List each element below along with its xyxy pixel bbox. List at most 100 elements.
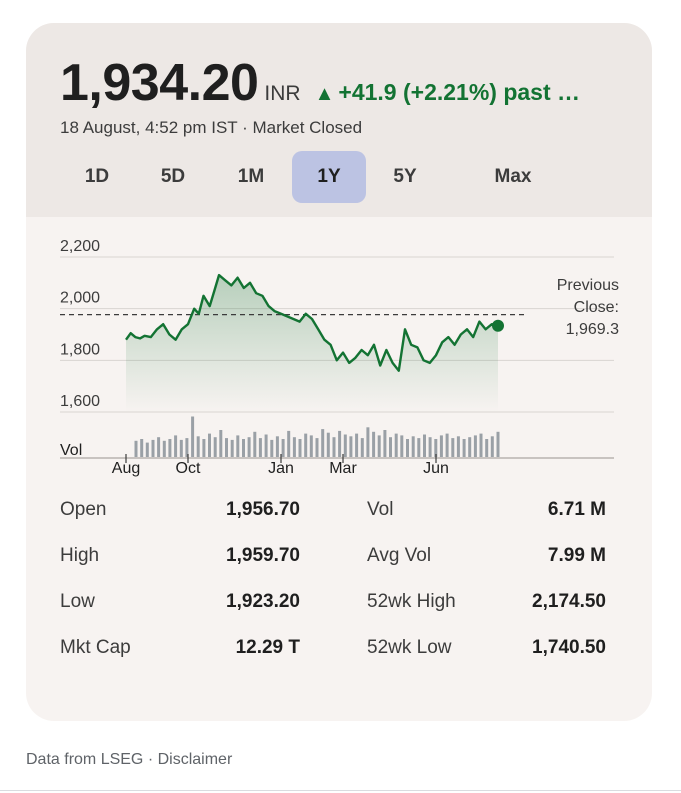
price-chart[interactable]: 2,200 2,000 1,800 1,600 Previous Close: 1,969…	[26, 217, 652, 479]
volume-bar	[349, 436, 353, 457]
volume-bar	[208, 433, 211, 457]
tab-5d[interactable]: 5D	[160, 166, 186, 187]
volume-bar	[355, 433, 359, 457]
volume-bar	[400, 435, 404, 457]
volume-bar	[462, 439, 466, 457]
price-change-text: +41.9 (+2.21%) past …	[338, 79, 581, 105]
x-tick-label: Mar	[329, 460, 357, 477]
x-tick-label: Jun	[423, 460, 449, 477]
volume-bar	[332, 437, 336, 457]
volume-bar	[417, 438, 421, 457]
stat-row: Open 1,956.70 Vol 6.71 M	[60, 499, 620, 545]
volume-bar	[479, 433, 483, 457]
y-tick-label: 2,000	[60, 290, 100, 307]
volume-bar	[309, 435, 313, 457]
up-arrow-icon: ▲	[314, 83, 335, 105]
last-price-dot	[492, 319, 504, 332]
volume-bar	[213, 437, 217, 457]
volume-bar	[157, 437, 161, 457]
volume-bar	[372, 431, 376, 457]
stat-value-avg-vol: 7.99 M	[547, 545, 606, 566]
price-area	[126, 275, 498, 412]
volume-bar	[423, 434, 426, 457]
volume-bar	[270, 439, 274, 457]
volume-bar	[174, 435, 178, 457]
stats-table: Open 1,956.70 Vol 6.71 M High 1,959.70 A…	[60, 499, 620, 683]
stat-label-high: High	[60, 545, 100, 566]
stat-row: High 1,959.70 Avg Vol 7.99 M	[60, 545, 620, 591]
volume-bar	[162, 440, 166, 457]
volume-bar	[383, 430, 387, 457]
volume-bar	[377, 435, 381, 457]
volume-bar	[406, 439, 409, 457]
volume-bar	[389, 437, 392, 457]
x-tick-label: Oct	[176, 460, 201, 477]
volume-bar	[434, 439, 438, 457]
data-source-footer[interactable]: Data from LSEG · Disclaimer	[26, 751, 233, 768]
tab-1y[interactable]: 1Y	[292, 151, 366, 203]
volume-bar	[134, 440, 138, 457]
volume-bar	[242, 439, 245, 457]
volume-bar	[281, 439, 285, 457]
currency-label: INR	[264, 82, 301, 105]
volume-bar	[473, 435, 477, 457]
volume-bar	[185, 438, 189, 457]
stat-label-mkt-cap: Mkt Cap	[60, 637, 131, 658]
price-row: 1,934.20 INR ▲ +41.9 (+2.21%) past …	[60, 53, 580, 113]
volume-bar	[275, 436, 279, 457]
y-tick-label: 1,600	[60, 393, 100, 410]
stat-row: Mkt Cap 12.29 T 52wk Low 1,740.50	[60, 637, 620, 683]
x-tick-label: Jan	[268, 460, 294, 477]
tab-1m[interactable]: 1M	[237, 166, 265, 187]
stat-value-vol: 6.71 M	[547, 499, 606, 520]
volume-bar	[225, 438, 228, 457]
volume-bar	[298, 439, 302, 457]
volume-bar	[343, 434, 347, 457]
stat-label-52wk-high: 52wk High	[367, 591, 456, 612]
volume-bar	[445, 433, 449, 457]
volume-bar	[151, 439, 155, 457]
previous-close-label: Previous Close: 1,969.3	[557, 277, 619, 338]
stat-value-low: 1,923.20	[226, 591, 300, 612]
volume-bar	[456, 436, 460, 457]
stat-label-vol: Vol	[367, 499, 394, 520]
tab-5y[interactable]: 5Y	[393, 166, 417, 187]
y-tick-label: 1,800	[60, 341, 100, 358]
volume-bar	[247, 437, 251, 457]
tab-max[interactable]: Max	[494, 166, 532, 187]
stat-label-52wk-low: 52wk Low	[367, 637, 452, 658]
stat-value-mkt-cap: 12.29 T	[235, 637, 300, 658]
stock-card: 1,934.20 INR ▲ +41.9 (+2.21%) past … 18 Aug…	[26, 23, 652, 721]
footer-divider	[0, 790, 681, 791]
volume-bar	[338, 430, 342, 457]
volume-bar	[236, 435, 240, 457]
volume-label: Vol	[60, 442, 82, 459]
volume-bar	[292, 437, 296, 457]
stat-label-low: Low	[60, 591, 95, 612]
stat-value-open: 1,956.70	[226, 499, 300, 520]
volume-bar	[191, 416, 195, 457]
volume-bar	[490, 436, 494, 457]
volume-bar	[145, 442, 149, 457]
volume-bar	[451, 438, 455, 457]
volume-bar	[321, 429, 325, 457]
volume-bar	[360, 438, 364, 457]
volume-bar	[230, 439, 234, 457]
tab-1d[interactable]: 1D	[84, 166, 110, 187]
x-tick-label: Aug	[112, 460, 140, 477]
volume-bar	[179, 439, 183, 457]
volume-bar	[366, 427, 370, 457]
volume-bar	[219, 430, 223, 457]
volume-bar	[496, 431, 500, 457]
volume-bar	[394, 433, 398, 457]
volume-bar	[253, 431, 257, 457]
y-tick-label: 2,200	[60, 238, 100, 255]
volume-bar	[315, 438, 319, 457]
market-status: 18 August, 4:52 pm IST · Market Closed	[60, 118, 363, 137]
volume-bar	[468, 437, 472, 457]
volume-bar	[485, 439, 489, 457]
volume-bar	[287, 430, 291, 457]
volume-bar	[304, 433, 308, 457]
volume-bar	[168, 439, 172, 457]
volume-bar	[411, 436, 415, 457]
